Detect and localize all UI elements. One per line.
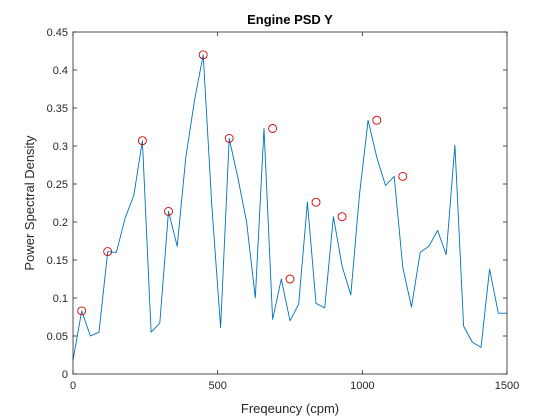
peak-marker	[311, 197, 321, 207]
y-tick-label: 0.2	[53, 217, 68, 229]
peak-marker	[268, 124, 278, 133]
peak-marker	[372, 115, 382, 125]
plot-area	[73, 32, 507, 374]
psd-series-line	[72, 54, 507, 361]
peak-marker	[285, 274, 295, 284]
y-tick-label: 0.15	[47, 255, 68, 267]
y-tick-label: 0.45	[47, 27, 68, 39]
peak-marker	[224, 133, 234, 143]
x-tick-label: 1000	[350, 380, 374, 392]
y-tick-label: 0.05	[47, 331, 68, 343]
x-axis-title: Freqeuncy (cpm)	[241, 401, 339, 416]
peak-marker	[137, 136, 147, 146]
data-layer	[72, 50, 507, 361]
x-tick-label: 0	[70, 380, 76, 392]
x-tick-label: 500	[208, 380, 226, 392]
y-tick-label: 0.35	[47, 103, 68, 115]
peak-marker	[337, 212, 347, 222]
x-tick-label: 1500	[495, 380, 519, 392]
y-tick-label: 0	[62, 369, 68, 381]
peak-marker	[77, 306, 87, 316]
peak-marker	[198, 50, 208, 60]
y-tick-label: 0.25	[47, 179, 68, 191]
ticks-layer: 0 500 1000 1500 0 0.05 0.1 0.15 0.2 0.25 0.3 0.35 0.…	[47, 27, 520, 392]
axes-box	[72, 31, 508, 375]
y-tick-label: 0.1	[53, 293, 68, 305]
y-tick-label: 0.3	[53, 141, 68, 153]
y-axis-title: Power Spectral Density	[22, 135, 37, 271]
peak-marker	[164, 206, 173, 216]
y-tick-label: 0.4	[53, 65, 68, 77]
peak-marker	[103, 247, 113, 257]
peak-marker	[398, 171, 408, 181]
chart-title: Engine PSD Y	[247, 12, 333, 27]
